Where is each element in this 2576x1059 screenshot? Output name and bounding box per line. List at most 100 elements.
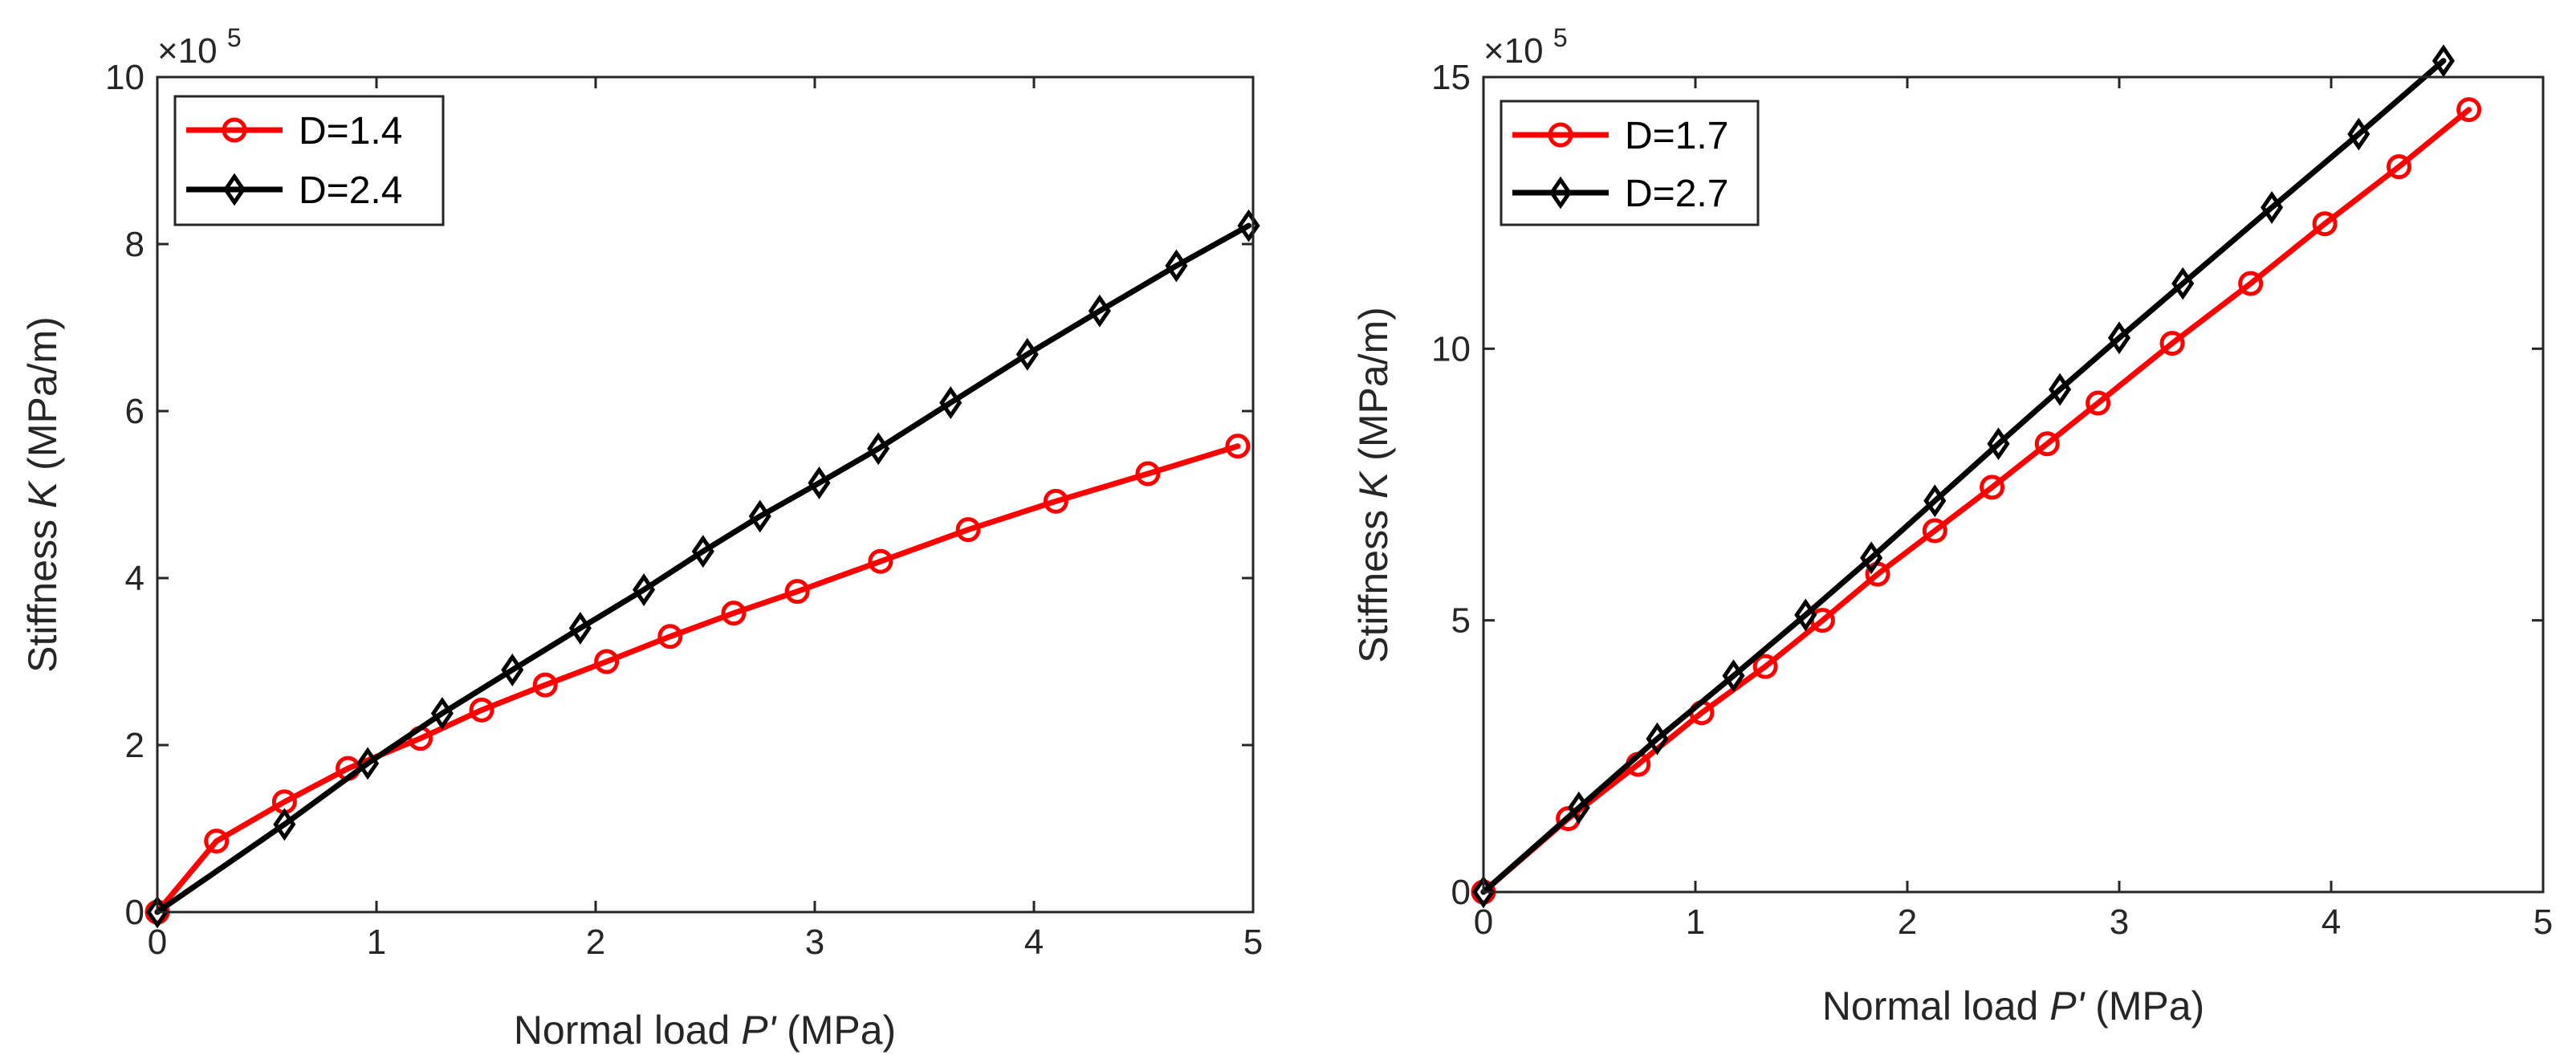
- left-legend-entries: D=1.4 D=2.4: [186, 110, 402, 212]
- right-data-point-d-1-7: [1752, 654, 1778, 679]
- right-y-axis-label: Stiffness K (MPa/m): [1351, 307, 1396, 663]
- left-data-point-d-2-4: [145, 895, 169, 929]
- right-series-layer: [1471, 44, 2482, 909]
- left-series-layer: [144, 209, 1260, 929]
- right-legend-label-d-2-7: D=2.7: [1625, 173, 1728, 215]
- right-y-tick-label: 10: [1431, 329, 1471, 369]
- right-data-point-d-1-7: [1980, 475, 2005, 500]
- right-data-point-d-1-7: [2456, 97, 2482, 123]
- left-data-point-d-1-4: [1225, 434, 1251, 459]
- left-x-label-var: P': [741, 1008, 776, 1053]
- left-y-multiplier-base: ×10: [157, 31, 218, 71]
- right-data-point-d-2-7: [1646, 722, 1669, 756]
- right-x-label-suffix: (MPa): [2095, 984, 2204, 1028]
- left-data-point-d-2-4: [691, 535, 714, 568]
- left-x-label-suffix: (MPa): [787, 1008, 896, 1053]
- right-y-label-var: K: [1351, 470, 1396, 499]
- left-x-label-prefix: Normal load: [514, 1008, 741, 1053]
- left-x-axis-label: Normal load P' (MPa): [514, 1008, 896, 1053]
- right-legend-marker-d-1-7: [1548, 122, 1573, 148]
- right-x-tick-label: 4: [2322, 902, 2341, 942]
- left-y-tick-label: 4: [125, 559, 144, 598]
- right-data-point-d-1-7: [2159, 331, 2185, 356]
- left-data-point-d-1-4: [532, 672, 558, 698]
- left-data-point-d-1-4: [955, 517, 981, 543]
- left-y-label-var: K: [20, 479, 65, 508]
- right-data-point-d-1-7: [2034, 431, 2060, 457]
- right-x-label-prefix: Normal load: [1822, 984, 2049, 1028]
- right-x-tick-label: 1: [1686, 902, 1705, 942]
- left-data-point-d-2-4: [273, 808, 296, 841]
- left-legend-label-d-1-4: D=1.4: [299, 110, 402, 153]
- right-data-point-d-2-7: [1923, 484, 1947, 518]
- right-x-tick-label: 2: [1898, 902, 1917, 942]
- left-y-tick-label: 2: [125, 726, 144, 765]
- left-y-axis-label: Stiffness K (MPa/m): [20, 316, 65, 673]
- right-series-line-d-1-7: [1480, 107, 2472, 895]
- right-data-point-d-2-7: [2432, 44, 2455, 78]
- right-data-point-d-1-7: [2386, 154, 2411, 180]
- right-legend-label-d-1-7: D=1.7: [1625, 115, 1728, 157]
- left-data-point-d-2-4: [748, 499, 771, 533]
- right-x-label-var: P': [2049, 984, 2085, 1028]
- right-data-point-d-2-7: [2171, 267, 2195, 300]
- left-x-tick-label: 4: [1024, 923, 1044, 962]
- left-legend-label-d-2-4: D=2.4: [299, 169, 402, 212]
- right-y-tick-label: 5: [1451, 601, 1471, 641]
- right-series-line-d-2-7: [1480, 58, 2447, 895]
- right-y-multiplier-base: ×10: [1483, 31, 1544, 71]
- left-x-tick-label: 1: [367, 923, 386, 962]
- right-data-point-d-2-7: [2049, 373, 2072, 406]
- right-data-point-d-2-7: [1471, 875, 1496, 909]
- left-y-tick-label: 0: [125, 893, 144, 932]
- left-chart: 0 1 2 3 4 5 0 2 4 6 8 10 ×10 5 Normal load P' (MPa)…: [20, 23, 1263, 1053]
- left-data-point-d-1-4: [657, 624, 683, 650]
- right-legend-entries: D=1.7 D=2.7: [1512, 115, 1728, 215]
- right-y-label-prefix: Stiffness: [1351, 499, 1396, 663]
- right-data-point-d-2-7: [2107, 321, 2131, 355]
- right-y-tick-label: 15: [1431, 58, 1471, 97]
- right-x-tick-label: 0: [1474, 902, 1493, 942]
- left-data-point-d-2-4: [501, 653, 524, 686]
- left-data-point-d-2-4: [633, 573, 656, 606]
- left-y-multiplier: ×10 5: [157, 23, 242, 71]
- left-y-tick-label: 8: [125, 225, 144, 264]
- left-legend-marker-d-2-4: [222, 173, 246, 206]
- left-data-point-d-1-4: [1135, 461, 1161, 487]
- right-data-point-d-2-7: [2261, 190, 2284, 224]
- left-data-point-d-2-4: [1088, 294, 1111, 328]
- right-data-point-d-1-7: [2312, 211, 2338, 237]
- left-y-label-prefix: Stiffness: [20, 508, 65, 673]
- right-data-point-d-1-7: [2086, 390, 2111, 416]
- right-x-tick-label: 5: [2533, 902, 2553, 942]
- right-x-axis-label: Normal load P' (MPa): [1822, 984, 2204, 1028]
- left-data-point-d-2-4: [430, 697, 454, 730]
- left-data-point-d-1-4: [1043, 488, 1068, 514]
- left-y-label-suffix: (MPa/m): [20, 316, 65, 470]
- right-data-point-d-2-7: [1722, 659, 1745, 693]
- right-data-point-d-1-7: [1922, 518, 1947, 544]
- left-y-tick-label: 10: [105, 58, 144, 97]
- right-data-point-d-2-7: [2347, 117, 2370, 151]
- left-y-multiplier-exp: 5: [227, 23, 242, 52]
- left-data-point-d-2-4: [1015, 337, 1039, 371]
- right-axes-box: [1482, 75, 2545, 894]
- left-x-tick-label: 2: [586, 923, 605, 962]
- left-legend-marker-d-1-4: [222, 117, 247, 143]
- left-series-line-d-1-4: [154, 443, 1241, 915]
- right-x-tick-label: 3: [2110, 902, 2129, 942]
- right-data-point-d-2-7: [1860, 541, 1883, 575]
- left-data-point-d-2-4: [939, 386, 962, 420]
- left-legend-box: [173, 95, 445, 226]
- right-data-point-d-1-7: [2238, 271, 2264, 296]
- left-data-point-d-1-4: [721, 601, 747, 626]
- left-ticks-layer: 0 1 2 3 4 5 0 2 4 6 8 10: [105, 58, 1263, 962]
- right-y-multiplier: ×10 5: [1483, 23, 1568, 71]
- right-y-tick-label: 0: [1451, 873, 1471, 912]
- left-data-point-d-1-4: [594, 649, 620, 674]
- left-x-tick-label: 5: [1243, 923, 1263, 962]
- left-data-point-d-2-4: [808, 466, 831, 499]
- left-x-tick-label: 3: [805, 923, 824, 962]
